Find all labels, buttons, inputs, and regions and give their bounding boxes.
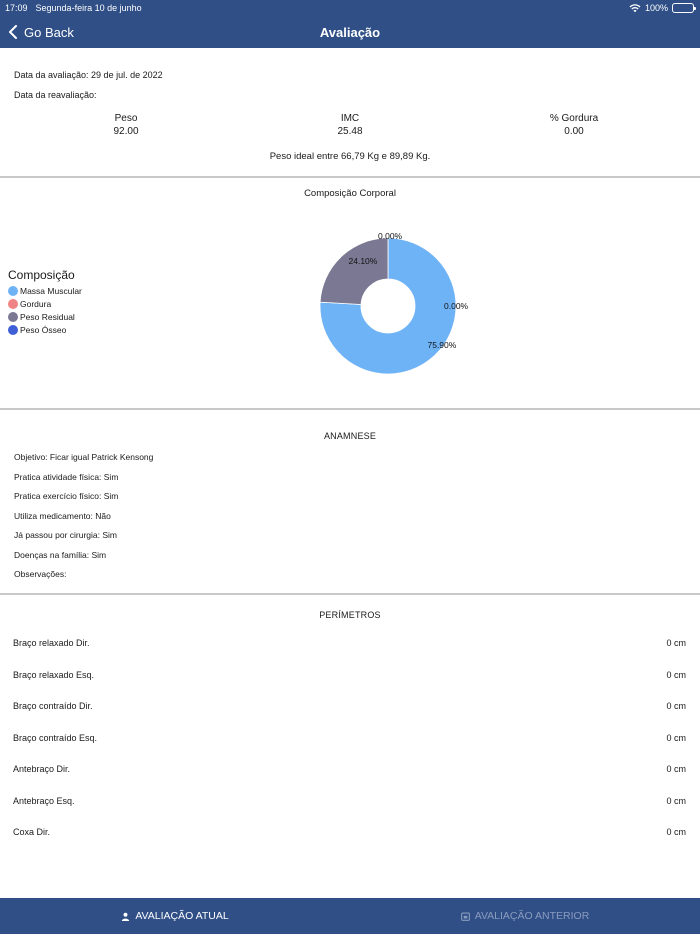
legend-label: Gordura xyxy=(20,298,52,309)
legend-label: Peso Residual xyxy=(20,311,75,322)
perimetros-section: PERÍMETROS Braço relaxado Dir. 0 cm Braç… xyxy=(0,595,700,837)
metric-value: 0.00 xyxy=(564,126,584,137)
battery-percent: 100% xyxy=(644,3,668,13)
go-back-label: Go Back xyxy=(24,24,74,40)
wifi-icon xyxy=(629,4,641,13)
divider xyxy=(0,593,700,595)
perimeter-label: Braço relaxado Dir. xyxy=(13,638,90,648)
legend-swatch xyxy=(8,324,18,335)
perimeter-label: Braço contraído Dir. xyxy=(13,701,93,711)
go-back-button[interactable]: Go Back xyxy=(8,25,74,40)
chart-legend: Composição Massa Muscular Gordura Peso R… xyxy=(8,268,82,336)
perimeter-value: 0 cm xyxy=(666,796,686,806)
legend-label: Massa Muscular xyxy=(20,285,82,296)
perimeter-value: 0 cm xyxy=(666,638,686,648)
anamnese-title: ANAMNESE xyxy=(323,431,377,441)
summary-section: Data da avaliação: 29 de jul. de 2022 Da… xyxy=(0,48,700,176)
tab-label: AVALIAÇÃO ATUAL xyxy=(135,910,229,922)
table-row: Braço contraído Esq. 0 cm xyxy=(0,733,700,753)
tab-avaliacao-atual[interactable]: AVALIAÇÃO ATUAL xyxy=(0,898,350,934)
calendar-icon xyxy=(460,912,470,921)
legend-item-peso-osseo[interactable]: Peso Ósseo xyxy=(8,323,82,336)
perimeter-value: 0 cm xyxy=(666,764,686,774)
status-date: Segunda-feira 10 de junho xyxy=(35,3,142,13)
perimetros-title: PERÍMETROS xyxy=(319,610,381,620)
chart-title: Composição Corporal xyxy=(304,188,396,199)
pie-slice-peso-residual[interactable] xyxy=(319,237,389,305)
table-row: Braço relaxado Esq. 0 cm xyxy=(0,670,700,690)
chevron-left-icon xyxy=(9,25,17,39)
status-bar: 17:09 Segunda-feira 10 de junho 100% xyxy=(5,2,696,14)
legend-swatch xyxy=(8,311,18,322)
slice-label: 75.90% xyxy=(427,340,456,350)
composition-section: Composição Corporal Composição Massa Mus… xyxy=(0,178,700,408)
navigation-bar: Go Back Avaliação xyxy=(0,16,700,48)
perimeter-label: Braço contraído Esq. xyxy=(13,733,98,743)
battery-icon xyxy=(672,3,696,13)
legend-label: Peso Ósseo xyxy=(20,324,67,335)
ideal-weight: Peso ideal entre 66,79 Kg e 89,89 Kg. xyxy=(269,151,431,162)
person-icon xyxy=(122,912,130,921)
perimeter-label: Coxa Dir. xyxy=(13,827,51,837)
divider xyxy=(0,176,700,178)
slice-label: 0.00% xyxy=(444,301,469,311)
bottom-tab-bar: AVALIAÇÃO ATUAL AVALIAÇÃO ANTERIOR xyxy=(0,898,700,934)
page-title: Avaliação xyxy=(319,24,381,40)
slice-label: 0.00% xyxy=(378,231,403,241)
metric-peso: Peso 92.00 xyxy=(66,113,186,137)
table-row: Antebraço Esq. 0 cm xyxy=(0,796,700,816)
perimeter-value: 0 cm xyxy=(666,827,686,837)
pie-slice-massa-muscular[interactable] xyxy=(319,237,457,375)
perimeter-label: Braço relaxado Esq. xyxy=(13,670,95,680)
anamnese-item: Doenças na família: Sim xyxy=(14,550,107,560)
legend-swatch xyxy=(8,285,18,296)
metric-value: 92.00 xyxy=(113,126,139,137)
metric-value: 25.48 xyxy=(337,126,363,137)
anamnese-item: Utiliza medicamento: Não xyxy=(14,511,111,521)
legend-item-peso-residual[interactable]: Peso Residual xyxy=(8,310,82,323)
top-bar: 17:09 Segunda-feira 10 de junho 100% Go … xyxy=(0,0,700,48)
status-time: 17:09 xyxy=(5,3,28,13)
tab-avaliacao-anterior[interactable]: AVALIAÇÃO ANTERIOR xyxy=(350,898,700,934)
tab-label: AVALIAÇÃO ANTERIOR xyxy=(474,910,590,922)
reevaluation-date: Data da reavaliação: xyxy=(14,90,97,100)
legend-swatch xyxy=(8,298,18,309)
table-row: Coxa Dir. 0 cm xyxy=(0,827,700,847)
perimeter-label: Antebraço Dir. xyxy=(13,764,71,774)
divider xyxy=(0,408,700,410)
evaluation-content[interactable]: Data da avaliação: 29 de jul. de 2022 Da… xyxy=(0,48,700,898)
metric-label: IMC xyxy=(340,113,360,124)
composition-donut-chart[interactable]: 75.90% 0.00% 24.10% 0.00% xyxy=(300,218,480,398)
legend-title: Composição xyxy=(8,268,75,282)
metric-label: Peso xyxy=(114,113,138,124)
perimeter-value: 0 cm xyxy=(666,670,686,680)
anamnese-item: Pratica exercício físico: Sim xyxy=(14,491,119,501)
slice-label: 24.10% xyxy=(349,256,378,266)
table-row: Braço contraído Dir. 0 cm xyxy=(0,701,700,721)
metric-gordura: % Gordura 0.00 xyxy=(514,113,634,137)
legend-item-massa-muscular[interactable]: Massa Muscular xyxy=(8,284,82,297)
anamnese-section: ANAMNESE Objetivo: Ficar igual Patrick K… xyxy=(0,410,700,593)
evaluation-date: Data da avaliação: 29 de jul. de 2022 xyxy=(14,70,163,80)
table-row: Antebraço Dir. 0 cm xyxy=(0,764,700,784)
anamnese-item: Pratica atividade física: Sim xyxy=(14,472,119,482)
perimeter-label: Antebraço Esq. xyxy=(13,796,75,806)
legend-item-gordura[interactable]: Gordura xyxy=(8,297,82,310)
metric-label: % Gordura xyxy=(549,113,599,124)
anamnese-item: Observações: xyxy=(14,569,67,579)
perimeter-value: 0 cm xyxy=(666,733,686,743)
anamnese-item: Objetivo: Ficar igual Patrick Kensong xyxy=(14,452,154,462)
anamnese-item: Já passou por cirurgia: Sim xyxy=(14,530,117,540)
perimeter-value: 0 cm xyxy=(666,701,686,711)
table-row: Braço relaxado Dir. 0 cm xyxy=(0,638,700,658)
metric-imc: IMC 25.48 xyxy=(290,113,410,137)
